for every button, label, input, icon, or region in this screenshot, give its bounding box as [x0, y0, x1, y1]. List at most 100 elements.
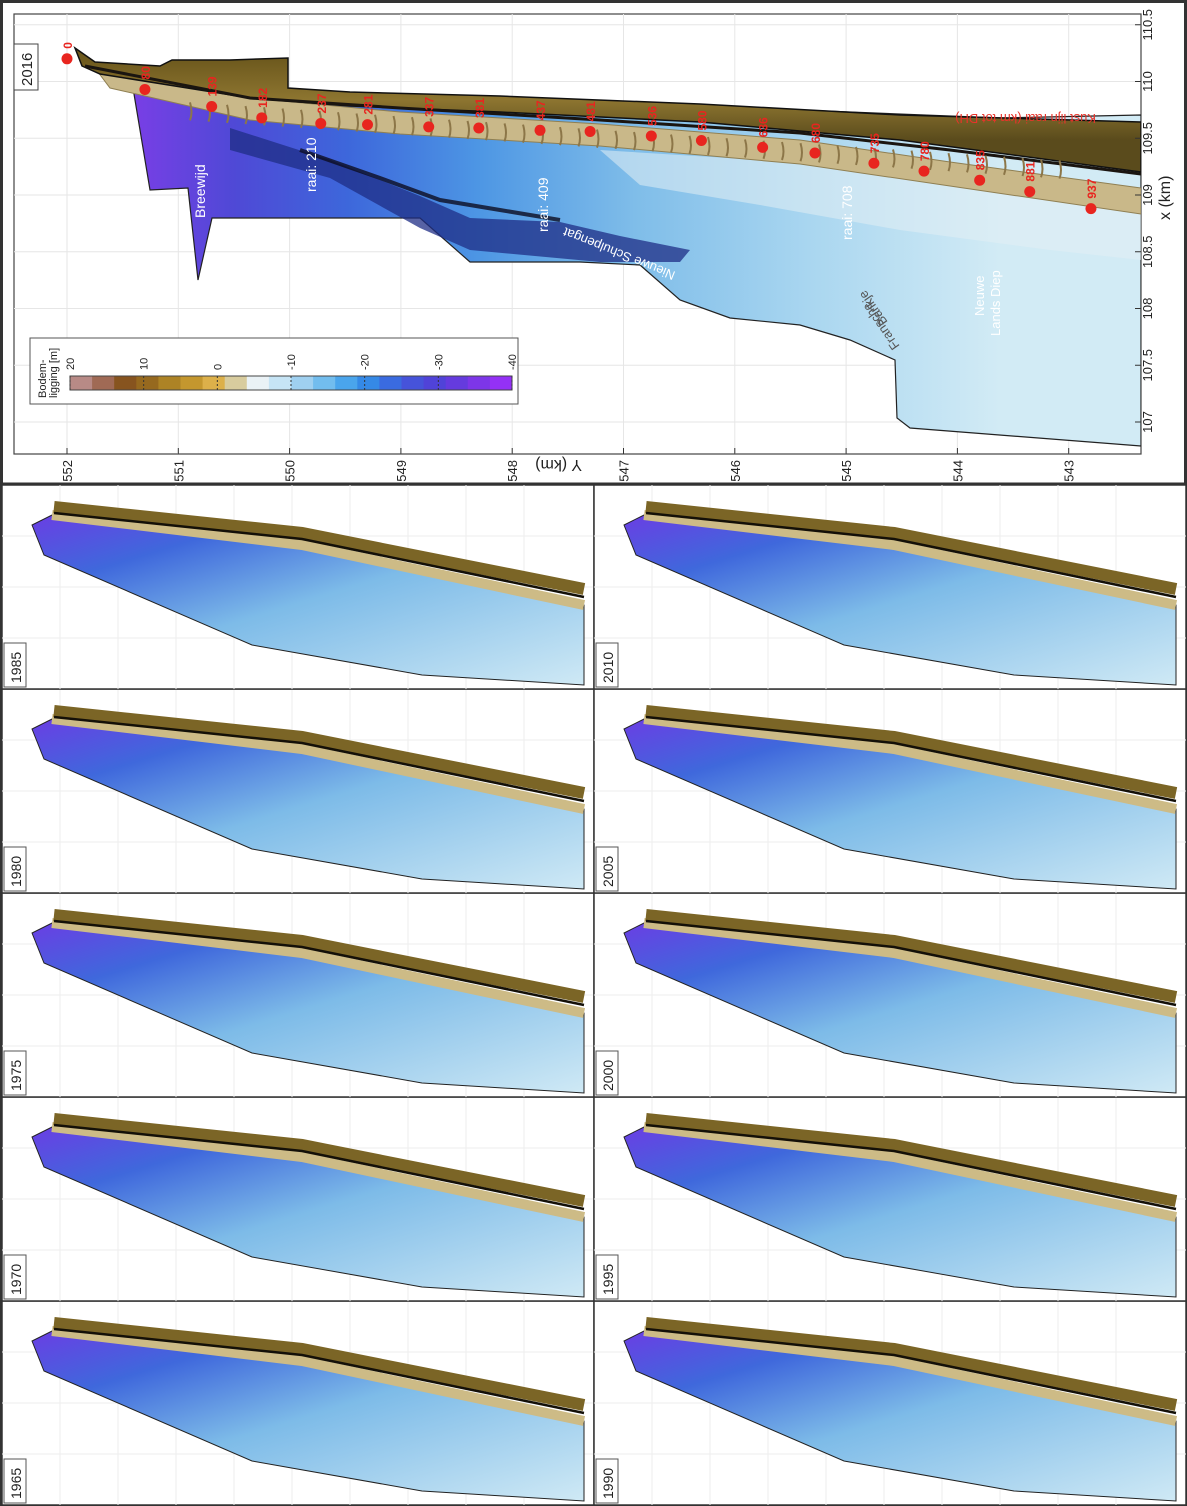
- y-tick-label: 544: [950, 460, 965, 482]
- transect-label: 780: [918, 141, 932, 161]
- x-tick-label: 107.5: [1140, 349, 1155, 382]
- colorbar-cells: [70, 376, 513, 390]
- colorbar-cell: [247, 376, 270, 390]
- transect-label: 80: [139, 66, 153, 80]
- historic-year-label: 2010: [600, 652, 616, 683]
- historic-year-label: 1975: [8, 1060, 24, 1091]
- transect-marker: [1085, 203, 1096, 214]
- colorbar-cell: [136, 376, 159, 390]
- transect-marker: [868, 158, 879, 169]
- historic-year-label: 1965: [8, 1468, 24, 1499]
- historic-panel: 1990: [594, 1301, 1186, 1505]
- historic-year-label: 1990: [600, 1468, 616, 1499]
- x-tick-label: 109: [1140, 184, 1155, 206]
- colorbar-cell: [357, 376, 380, 390]
- historic-panel: 1985: [2, 485, 594, 689]
- historic-panel: 2005: [594, 689, 1186, 893]
- colorbar-cell: [203, 376, 226, 390]
- label-raai-409: raai: 409: [535, 177, 551, 232]
- transect-marker: [757, 142, 768, 153]
- colorbar-cell: [468, 376, 491, 390]
- x-tick-label: 110: [1140, 71, 1155, 92]
- transect-marker: [423, 121, 434, 132]
- label-neuwe-lands-diep-2: Lands Diep: [988, 270, 1003, 336]
- colorbar-cell: [490, 376, 513, 390]
- colorbar-title-2: ligging [m]: [48, 348, 60, 398]
- x-tick-label: 107: [1140, 411, 1155, 433]
- colorbar-cell: [335, 376, 358, 390]
- historic-panel: 1995: [594, 1097, 1186, 1301]
- y-tick-label: 546: [728, 460, 743, 482]
- transect-label: 381: [473, 98, 487, 118]
- colorbar-cell: [402, 376, 425, 390]
- colorbar-cell: [269, 376, 292, 390]
- transect-marker: [62, 53, 73, 64]
- y-tick-label: 547: [617, 460, 632, 482]
- label-raai-708: raai: 708: [839, 185, 855, 240]
- transect-label: 937: [1085, 178, 1099, 198]
- transect-label: 0: [61, 42, 75, 49]
- label-kustlijn-raai: Kust lijn raai (km tot DH): [955, 111, 1096, 126]
- y-tick-label: 551: [171, 460, 186, 482]
- transect-label: 237: [315, 93, 329, 113]
- colorbar-cell: [313, 376, 336, 390]
- colorbar-tick-label: 20: [65, 358, 77, 370]
- label-raai-210: raai: 210: [303, 137, 319, 192]
- transect-marker: [696, 135, 707, 146]
- transect-label: 881: [1024, 161, 1038, 181]
- transect-label: 735: [868, 133, 882, 153]
- transect-label: 680: [809, 123, 823, 143]
- historic-year-label: 2000: [600, 1060, 616, 1091]
- x-tick-label: 108.5: [1140, 235, 1155, 268]
- transect-marker: [585, 126, 596, 137]
- transect-marker: [646, 130, 657, 141]
- transect-marker: [139, 84, 150, 95]
- historic-panel: 2000: [594, 893, 1186, 1097]
- colorbar-cell: [291, 376, 314, 390]
- colorbar-cell: [379, 376, 402, 390]
- historic-panel: 1965: [2, 1301, 594, 1505]
- main-year-label: 2016: [19, 53, 36, 86]
- historic-panels: 1965197019751980198519901995200020052010: [2, 485, 1186, 1505]
- historic-year-label: 2005: [600, 856, 616, 887]
- historic-year-label: 1985: [8, 652, 24, 683]
- transect-marker: [362, 119, 373, 130]
- transect-marker: [974, 175, 985, 186]
- transect-marker: [809, 148, 820, 159]
- colorbar-cell: [446, 376, 469, 390]
- historic-panel: 1975: [2, 893, 594, 1097]
- main-map-panel: 0 80 139 182 237 281 337 381 437 481 536 580 636 680 7…: [14, 9, 1174, 482]
- transect-label: 182: [256, 87, 270, 107]
- colorbar-tick-label: -40: [507, 354, 519, 370]
- transect-marker: [919, 166, 930, 177]
- colorbar-tick-label: 10: [139, 358, 151, 370]
- transect-label: 536: [645, 106, 659, 126]
- historic-year-label: 1995: [600, 1264, 616, 1295]
- historic-year-label: 1980: [8, 856, 24, 887]
- colorbar-cell: [70, 376, 93, 390]
- y-tick-label: 548: [505, 460, 520, 482]
- colorbar-cell: [181, 376, 204, 390]
- label-neuwe-lands-diep-1: Neuwe: [972, 276, 987, 316]
- transect-label: 337: [423, 97, 437, 117]
- colorbar-cell: [158, 376, 181, 390]
- y-tick-label: 543: [1062, 460, 1077, 482]
- transect-marker: [315, 118, 326, 129]
- colorbar-frame: [30, 338, 518, 404]
- colorbar-tick-label: -30: [433, 354, 445, 370]
- transect-label: 636: [757, 117, 771, 137]
- transect-marker: [206, 101, 217, 112]
- x-tick-label: 109.5: [1140, 122, 1155, 155]
- colorbar-tick-label: 0: [212, 364, 224, 370]
- y-tick-label: 545: [839, 460, 854, 482]
- transect-label: 437: [534, 100, 548, 120]
- transect-marker: [535, 125, 546, 136]
- x-tick-label: 108: [1140, 298, 1155, 320]
- x-axis-label: x (km): [1157, 176, 1174, 220]
- transect-label: 481: [584, 101, 598, 121]
- colorbar-cell: [225, 376, 248, 390]
- y-tick-label: 549: [394, 460, 409, 482]
- transect-marker: [256, 112, 267, 123]
- colorbar-cell: [424, 376, 447, 390]
